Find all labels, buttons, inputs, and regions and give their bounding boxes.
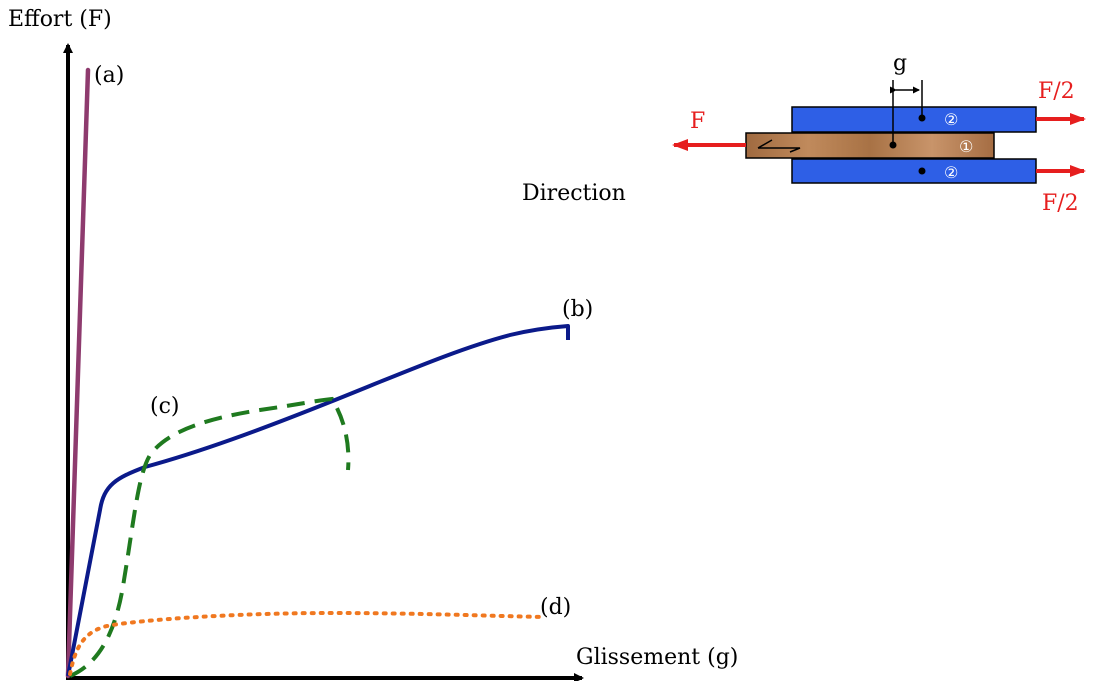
dot-bottom xyxy=(918,167,926,175)
member-number-bottom: ② xyxy=(944,163,958,182)
force-label-bottom-right: F/2 xyxy=(1042,191,1079,216)
joint-schematic: g ② ① ② F F/2 F/2 xyxy=(672,51,1086,216)
side-member-bottom xyxy=(791,158,1037,184)
curve-d-label: (d) xyxy=(540,595,571,620)
force-label-left: F xyxy=(690,109,705,134)
direction-label: Direction xyxy=(522,181,626,206)
curve-b-label: (b) xyxy=(562,297,593,322)
grain-arrow-icon xyxy=(757,139,801,153)
side-member-top xyxy=(791,106,1037,133)
curve-b xyxy=(66,324,570,677)
curve-a-label: (a) xyxy=(94,63,124,88)
center-member xyxy=(745,132,995,159)
curve-c xyxy=(69,396,351,678)
force-label-top-right: F/2 xyxy=(1038,79,1075,104)
gap-label: g xyxy=(893,51,907,76)
curve-c-label: (c) xyxy=(150,394,180,419)
curve-d xyxy=(68,610,547,676)
y-axis-label: Effort (F) xyxy=(8,7,112,32)
member-number-center: ① xyxy=(959,137,973,156)
x-axis-label: Glissement (g) xyxy=(576,645,738,670)
curve-a xyxy=(65,67,91,679)
member-number-top: ② xyxy=(944,110,958,129)
